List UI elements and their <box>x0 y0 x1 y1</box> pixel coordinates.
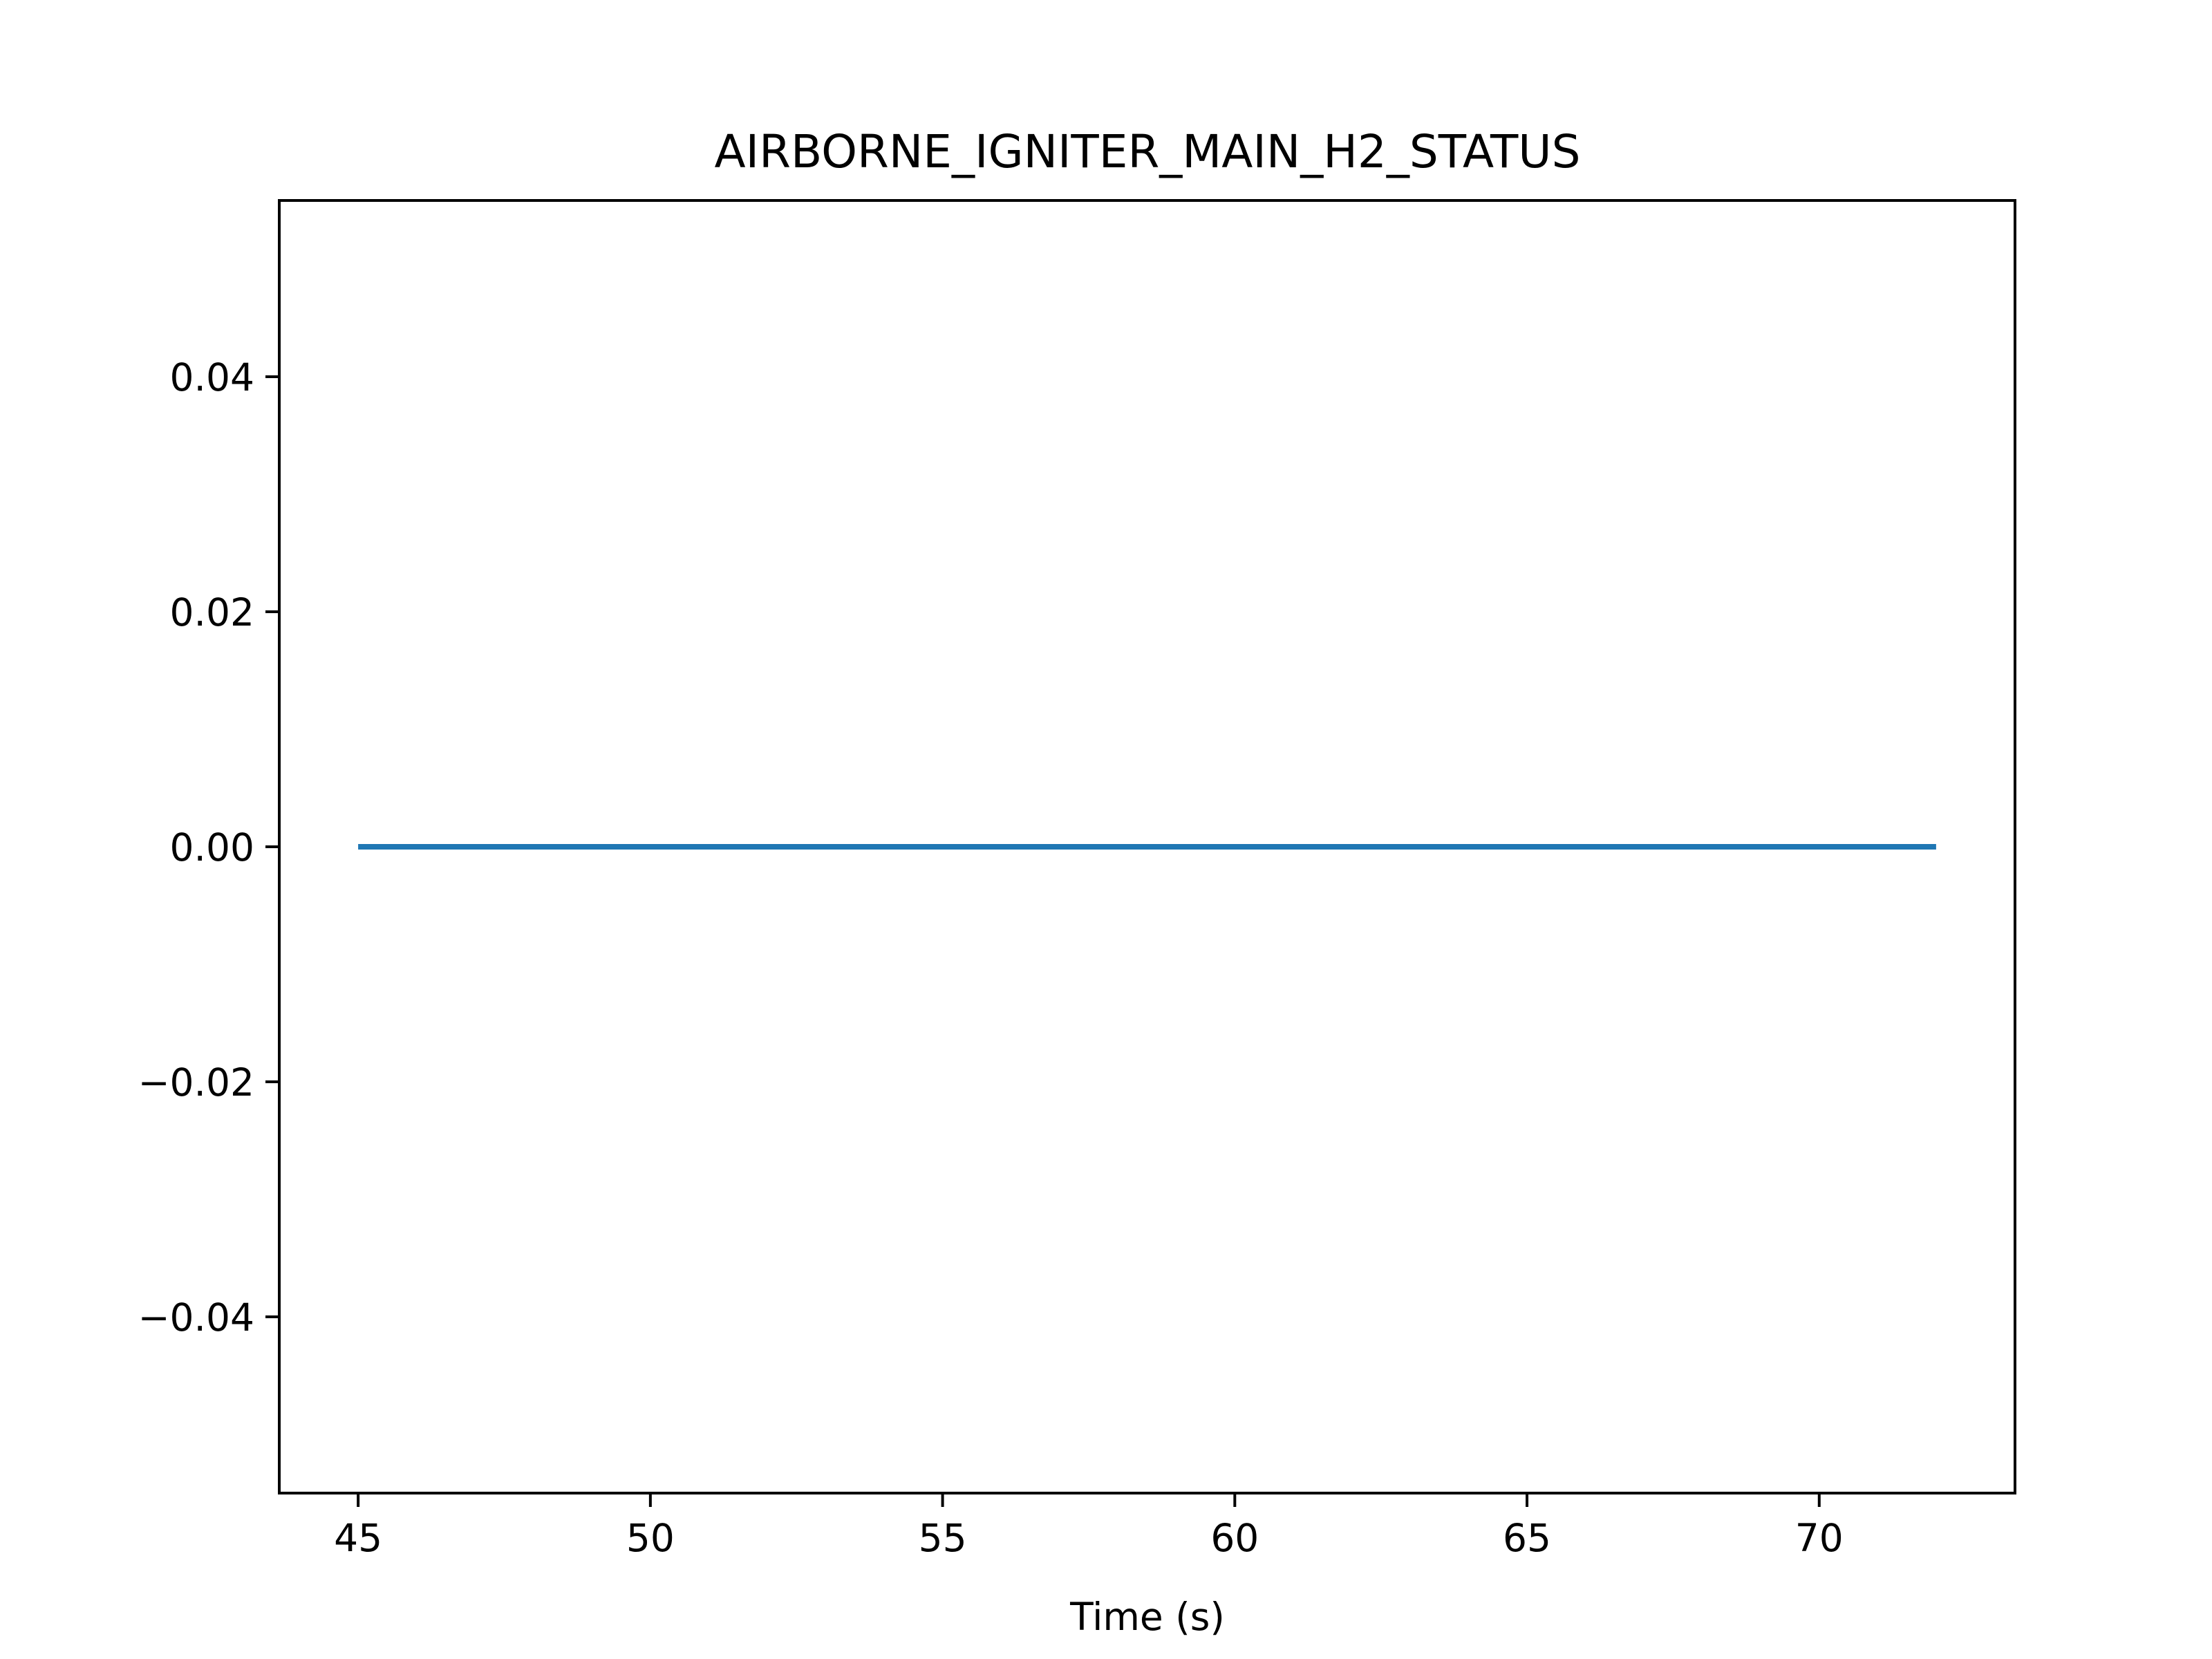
x-tick-label: 60 <box>1210 1516 1259 1560</box>
x-tick-label: 50 <box>626 1516 675 1560</box>
x-tick-label: 55 <box>919 1516 967 1560</box>
y-tick-label: −0.02 <box>138 1060 254 1105</box>
x-tick-label: 70 <box>1795 1516 1844 1560</box>
chart-title: AIRBORNE_IGNITER_MAIN_H2_STATUS <box>715 125 1581 178</box>
x-axis-label: Time (s) <box>1069 1595 1225 1639</box>
x-axis-ticks: 45 50 55 60 65 70 <box>334 1493 1844 1560</box>
x-tick-label: 65 <box>1503 1516 1551 1560</box>
y-axis-ticks: −0.04 −0.02 0.00 0.02 0.04 <box>138 355 279 1340</box>
y-tick-label: 0.00 <box>170 825 254 870</box>
axes-frame <box>278 199 2016 1494</box>
y-tick-label: 0.02 <box>170 590 254 635</box>
y-tick-label: 0.04 <box>170 355 254 400</box>
y-tick-label: −0.04 <box>138 1295 254 1340</box>
x-tick-label: 45 <box>334 1516 382 1560</box>
